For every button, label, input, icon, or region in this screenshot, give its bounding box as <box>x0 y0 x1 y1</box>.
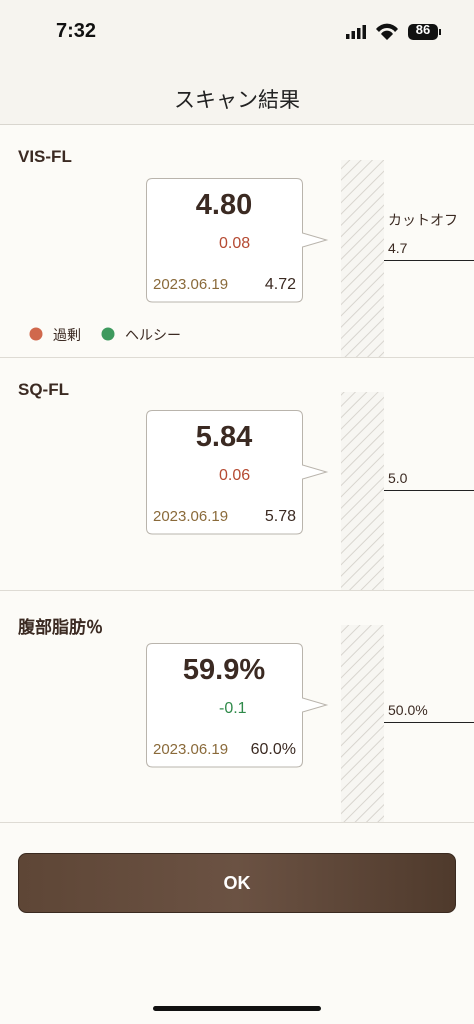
current-value: 59.9% <box>182 654 266 686</box>
change-value: 0.06 <box>219 467 251 484</box>
legend-dot <box>101 327 115 341</box>
home-indicator <box>153 1006 321 1011</box>
value-card <box>146 643 329 768</box>
ok-button[interactable]: OK <box>223 873 251 893</box>
gauge-empty <box>341 392 384 590</box>
change-value: -0.1 <box>219 700 247 717</box>
cutoff-value: 5.0 <box>388 470 408 486</box>
cutoff-value: 4.7 <box>388 240 408 256</box>
current-value: 4.80 <box>195 189 253 221</box>
status-time: 7:32 <box>56 20 97 42</box>
section-title: 腹部脂肪％ <box>18 618 103 637</box>
previous-date: 2023.06.19 <box>153 741 229 758</box>
section-title: SQ-FL <box>18 380 69 399</box>
value-card <box>146 178 329 303</box>
value-card <box>146 410 329 535</box>
previous-value: 4.72 <box>264 276 296 293</box>
previous-date: 2023.06.19 <box>153 508 229 525</box>
screen-title: スキャン結果 <box>174 89 300 112</box>
battery-level: 86 <box>415 22 431 37</box>
previous-value: 60.0% <box>250 741 296 758</box>
cutoff-label: カットオフ <box>388 212 458 228</box>
legend-label: ヘルシー <box>125 327 181 343</box>
status-icons <box>346 23 441 40</box>
section-title: VIS-FL <box>18 147 72 166</box>
cutoff-value: 50.0% <box>388 702 428 718</box>
current-value: 5.84 <box>195 421 253 453</box>
change-value: 0.08 <box>219 235 251 252</box>
previous-date: 2023.06.19 <box>153 276 229 293</box>
ok-button-bg <box>18 853 456 913</box>
gauge-empty <box>341 625 384 822</box>
legend-dot <box>29 327 43 341</box>
gauge-empty <box>341 160 384 357</box>
previous-value: 5.78 <box>264 508 296 525</box>
legend-label: 過剰 <box>53 327 81 343</box>
header-bar <box>0 0 474 125</box>
